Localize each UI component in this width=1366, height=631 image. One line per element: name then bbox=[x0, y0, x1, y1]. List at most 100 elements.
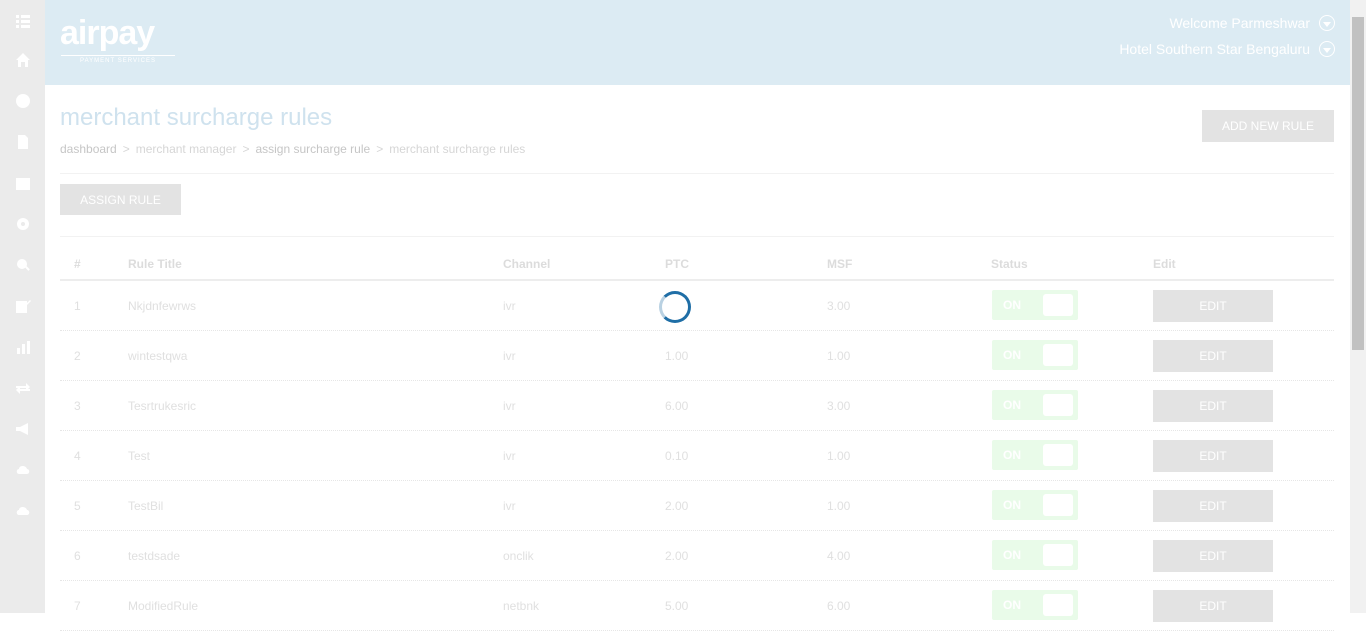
status-toggle[interactable]: ON bbox=[992, 340, 1078, 370]
status-toggle[interactable]: ON bbox=[992, 540, 1078, 570]
status-toggle[interactable]: ON bbox=[992, 390, 1078, 420]
search-zoom-icon[interactable] bbox=[0, 244, 45, 285]
add-new-rule-button[interactable]: ADD NEW RULE bbox=[1202, 110, 1334, 142]
merchant-menu[interactable]: Hotel Southern Star Bengaluru bbox=[1119, 41, 1335, 57]
row-channel: onclik bbox=[503, 549, 534, 563]
header-edit: Edit bbox=[1153, 257, 1176, 271]
header-rule-title: Rule Title bbox=[128, 257, 182, 271]
breadcrumb-assign-surcharge-rule[interactable]: assign surcharge rule bbox=[255, 142, 371, 156]
header-number: # bbox=[74, 257, 81, 271]
table-row: 1 Nkjdnfewrws ivr 3.00 ON EDIT bbox=[60, 281, 1334, 331]
table-row: 2 wintestqwa ivr 1.00 1.00 ON EDIT bbox=[60, 331, 1334, 381]
welcome-menu[interactable]: Welcome Parmeshwar bbox=[1169, 15, 1335, 31]
row-channel: netbnk bbox=[503, 599, 540, 613]
status-toggle[interactable]: ON bbox=[992, 490, 1078, 520]
cloud-upload-icon[interactable] bbox=[0, 449, 45, 490]
gear-icon[interactable] bbox=[0, 203, 45, 244]
edit-button[interactable]: EDIT bbox=[1153, 540, 1273, 572]
airpay-logo[interactable]: airpay bbox=[60, 14, 155, 52]
toggle-knob bbox=[1043, 494, 1073, 516]
edit-button[interactable]: EDIT bbox=[1153, 340, 1273, 372]
edit-button[interactable]: EDIT bbox=[1153, 590, 1273, 622]
loading-spinner-icon bbox=[659, 291, 691, 323]
assign-rule-button[interactable]: ASSIGN RULE bbox=[60, 184, 181, 215]
cloud-download-icon[interactable] bbox=[0, 490, 45, 531]
sidebar bbox=[0, 0, 45, 613]
divider bbox=[60, 173, 1334, 174]
page-title: merchant surcharge rules bbox=[60, 104, 333, 131]
row-ptc: 1.00 bbox=[665, 349, 689, 363]
logo-subtitle: PAYMENT SERVICES bbox=[61, 55, 175, 64]
status-toggle[interactable]: ON bbox=[992, 290, 1078, 320]
status-toggle-label: ON bbox=[1003, 298, 1021, 312]
edit-button[interactable]: EDIT bbox=[1153, 390, 1273, 422]
row-rule-title: wintestqwa bbox=[128, 349, 188, 363]
megaphone-icon[interactable] bbox=[0, 408, 45, 449]
bar-chart-icon[interactable] bbox=[0, 326, 45, 367]
row-channel: ivr bbox=[503, 299, 516, 313]
row-msf: 3.00 bbox=[827, 299, 851, 313]
row-msf: 1.00 bbox=[827, 499, 851, 513]
row-number: 2 bbox=[74, 349, 81, 363]
breadcrumb-separator: > bbox=[376, 142, 384, 156]
table-row: 4 Test ivr 0.10 1.00 ON EDIT bbox=[60, 431, 1334, 481]
toggle-knob bbox=[1043, 344, 1073, 366]
edit-icon[interactable] bbox=[0, 285, 45, 326]
row-ptc: 2.00 bbox=[665, 499, 689, 513]
chevron-down-icon[interactable] bbox=[1319, 41, 1335, 57]
document-icon[interactable] bbox=[0, 121, 45, 162]
chevron-down-icon[interactable] bbox=[1319, 15, 1335, 31]
refresh-icon[interactable] bbox=[0, 367, 45, 408]
breadcrumb-separator: > bbox=[242, 142, 250, 156]
row-channel: ivr bbox=[503, 449, 516, 463]
row-msf: 3.00 bbox=[827, 399, 851, 413]
globe-icon[interactable] bbox=[0, 80, 45, 121]
row-ptc: 2.00 bbox=[665, 549, 689, 563]
status-toggle-label: ON bbox=[1003, 448, 1021, 462]
scrollbar-thumb[interactable] bbox=[1352, 17, 1364, 350]
edit-button[interactable]: EDIT bbox=[1153, 440, 1273, 472]
breadcrumb: dashboard > merchant manager > assign su… bbox=[60, 142, 525, 156]
table-body: 1 Nkjdnfewrws ivr 3.00 ON EDIT 2 wintest… bbox=[60, 281, 1334, 631]
status-toggle-label: ON bbox=[1003, 498, 1021, 512]
toggle-knob bbox=[1043, 594, 1073, 616]
header-msf: MSF bbox=[827, 257, 853, 271]
table-row: 3 Tesrtrukesric ivr 6.00 3.00 ON EDIT bbox=[60, 381, 1334, 431]
breadcrumb-dashboard[interactable]: dashboard bbox=[60, 142, 117, 156]
menu-icon[interactable] bbox=[0, 0, 45, 41]
toggle-knob bbox=[1043, 444, 1073, 466]
row-channel: ivr bbox=[503, 399, 516, 413]
row-msf: 4.00 bbox=[827, 549, 851, 563]
status-toggle[interactable]: ON bbox=[992, 440, 1078, 470]
home-icon[interactable] bbox=[0, 39, 45, 80]
table-row: 5 TestBil ivr 2.00 1.00 ON EDIT bbox=[60, 481, 1334, 531]
row-number: 5 bbox=[74, 499, 81, 513]
status-toggle-label: ON bbox=[1003, 398, 1021, 412]
merchant-name: Hotel Southern Star Bengaluru bbox=[1119, 41, 1310, 57]
toggle-knob bbox=[1043, 394, 1073, 416]
header: airpay PAYMENT SERVICES Welcome Parmeshw… bbox=[45, 0, 1350, 85]
status-toggle-label: ON bbox=[1003, 348, 1021, 362]
toggle-knob bbox=[1043, 544, 1073, 566]
breadcrumb-merchant-manager[interactable]: merchant manager bbox=[135, 142, 237, 156]
calendar-icon[interactable] bbox=[0, 162, 45, 203]
row-ptc: 0.10 bbox=[665, 449, 689, 463]
row-number: 4 bbox=[74, 449, 81, 463]
row-number: 1 bbox=[74, 299, 81, 313]
row-rule-title: Nkjdnfewrws bbox=[128, 299, 197, 313]
status-toggle[interactable]: ON bbox=[992, 590, 1078, 620]
rules-table: # Rule Title Channel PTC MSF Status Edit… bbox=[60, 245, 1334, 631]
row-rule-title: Tesrtrukesric bbox=[128, 399, 197, 413]
scrollbar[interactable] bbox=[1350, 0, 1366, 613]
table-header: # Rule Title Channel PTC MSF Status Edit bbox=[60, 245, 1334, 281]
row-rule-title: ModifiedRule bbox=[128, 599, 199, 613]
edit-button[interactable]: EDIT bbox=[1153, 290, 1273, 322]
edit-button[interactable]: EDIT bbox=[1153, 490, 1273, 522]
row-msf: 6.00 bbox=[827, 599, 851, 613]
toggle-knob bbox=[1043, 294, 1073, 316]
header-ptc: PTC bbox=[665, 257, 689, 271]
row-rule-title: testdsade bbox=[128, 549, 181, 563]
row-ptc: 5.00 bbox=[665, 599, 689, 613]
status-toggle-label: ON bbox=[1003, 598, 1021, 612]
row-number: 6 bbox=[74, 549, 81, 563]
